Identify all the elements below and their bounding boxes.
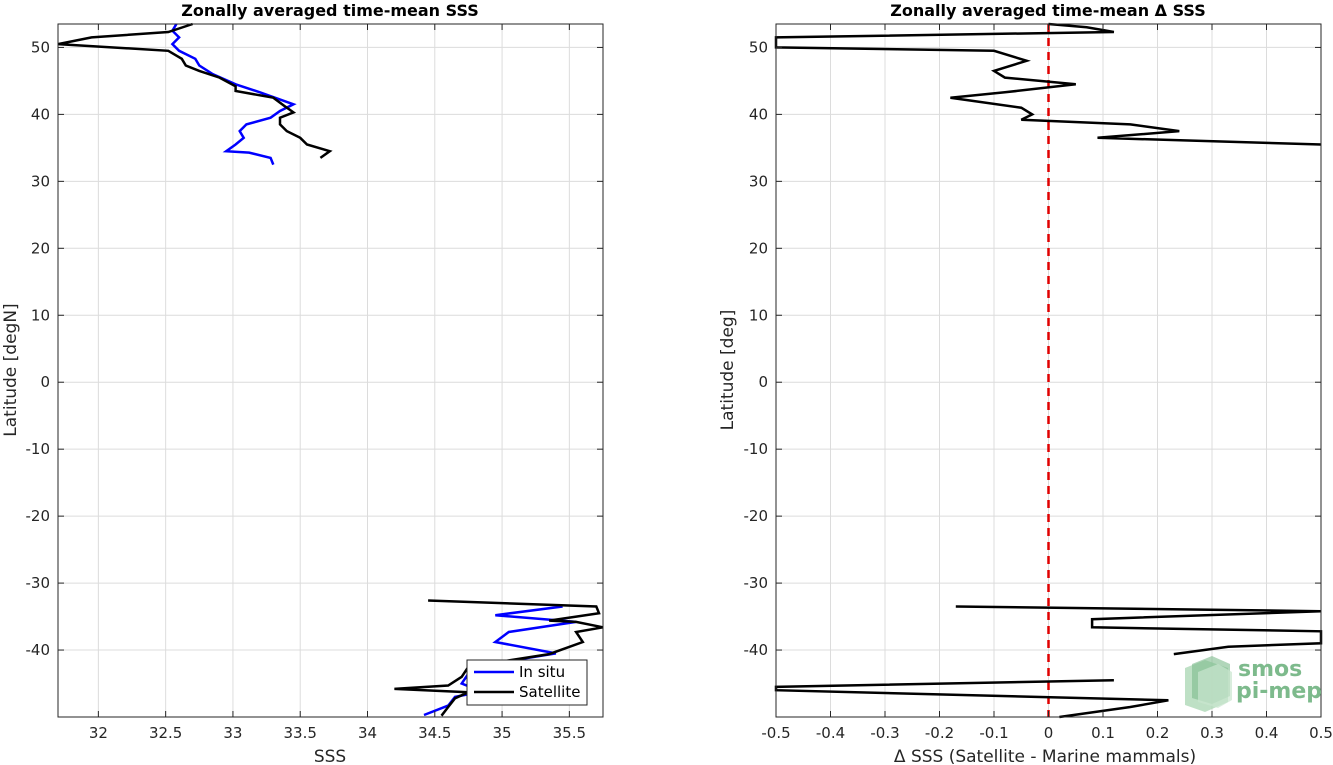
right-y-tick-label: -30: [744, 574, 769, 592]
left-y-axis-label: Latitude [degN]: [1, 303, 21, 436]
left-y-tick-label: -10: [26, 440, 51, 458]
left-y-tick-label: 0: [40, 373, 50, 391]
left-y-tick-label: 50: [31, 38, 50, 56]
left-x-tick-label: 33: [223, 724, 242, 742]
left-axes-box: [57, 23, 604, 718]
right-y-tick-label: -20: [744, 507, 769, 525]
left-y-tick-label: 30: [31, 172, 50, 190]
legend: In situ Satellite: [466, 659, 588, 706]
left-y-tick-label: 20: [31, 239, 50, 257]
right-x-tick-label: 0.1: [1091, 724, 1115, 742]
right-x-tick-label: 0.3: [1200, 724, 1224, 742]
right-tick-labels: -0.5 -0.4 -0.3 -0.2 -0.1 0 0.1 0.2 0.3 0.4 0.5 50 40…: [744, 24, 1333, 742]
left-x-tick-label: 35: [493, 724, 512, 742]
legend-label-in-situ: In situ: [519, 663, 565, 681]
right-x-tick-label: 0.4: [1255, 724, 1279, 742]
left-x-tick-label: 33.5: [284, 724, 317, 742]
left-x-tick-label: 35.5: [553, 724, 586, 742]
right-x-axis-label: Δ SSS (Satellite - Marine mammals): [894, 747, 1196, 765]
left-y-tick-label: 40: [31, 105, 50, 123]
left-series-in-situ: [170, 23, 297, 166]
left-x-tick-label: 32: [89, 724, 108, 742]
legend-label-satellite: Satellite: [519, 683, 580, 701]
right-x-tick-label: 0.2: [1146, 724, 1170, 742]
right-y-tick-label: 10: [749, 306, 768, 324]
left-x-tick-label: 32.5: [149, 724, 182, 742]
left-y-tick-label: -20: [26, 507, 51, 525]
right-y-tick-label: -10: [744, 440, 769, 458]
left-tick-labels: 32 32.5 33 33.5 34 34.5 35 35.5 50 40 30 20 10 0 -10 -2…: [26, 24, 603, 742]
left-series-lines: [57, 22, 604, 717]
right-x-tick-label: -0.3: [870, 724, 899, 742]
right-chart: -0.5 -0.4 -0.3 -0.2 -0.1 0 0.1 0.2 0.3 0.4 0.5 50 40…: [718, 1, 1333, 765]
right-y-tick-label: 50: [749, 38, 768, 56]
left-y-tick-label: -30: [26, 574, 51, 592]
right-y-axis-label: Latitude [deg]: [718, 310, 738, 431]
left-y-tick-label: -40: [26, 641, 51, 659]
left-y-tick-label: 10: [31, 306, 50, 324]
left-series-satellite: [57, 22, 333, 159]
right-x-tick-label: 0.5: [1309, 724, 1333, 742]
logo-text-smos: smos: [1238, 657, 1302, 682]
left-grid: [58, 24, 603, 717]
legend-box: [466, 659, 588, 706]
left-x-axis-label: SSS: [314, 747, 346, 765]
right-chart-title: Zonally averaged time-mean Δ SSS: [890, 1, 1206, 20]
right-x-tick-label: -0.1: [979, 724, 1008, 742]
right-series-line-0: [774, 678, 1169, 719]
right-y-tick-label: 20: [749, 239, 768, 257]
right-y-tick-label: 40: [749, 105, 768, 123]
right-x-tick-label: -0.2: [925, 724, 954, 742]
left-chart-title: Zonally averaged time-mean SSS: [181, 1, 479, 20]
right-x-tick-label: -0.4: [816, 724, 845, 742]
right-y-tick-label: 0: [758, 373, 768, 391]
left-chart: 32 32.5 33 33.5 34 34.5 35 35.5 50 40 30 20 10 0 -10 -2…: [1, 1, 604, 765]
right-x-tick-label: 0: [1044, 724, 1054, 742]
right-x-tick-label: -0.5: [761, 724, 790, 742]
logo-text-pimep: pi-mep: [1236, 679, 1322, 704]
left-series-satellite: [394, 599, 604, 717]
right-y-tick-label: 30: [749, 172, 768, 190]
right-y-tick-label: -40: [744, 641, 769, 659]
left-x-tick-label: 34: [358, 724, 377, 742]
smos-pimep-logo: smos pi-mep: [1185, 656, 1322, 712]
logo-wave-graphic: [1185, 656, 1232, 712]
left-x-tick-label: 34.5: [418, 724, 451, 742]
right-series-line-0: [955, 605, 1323, 656]
